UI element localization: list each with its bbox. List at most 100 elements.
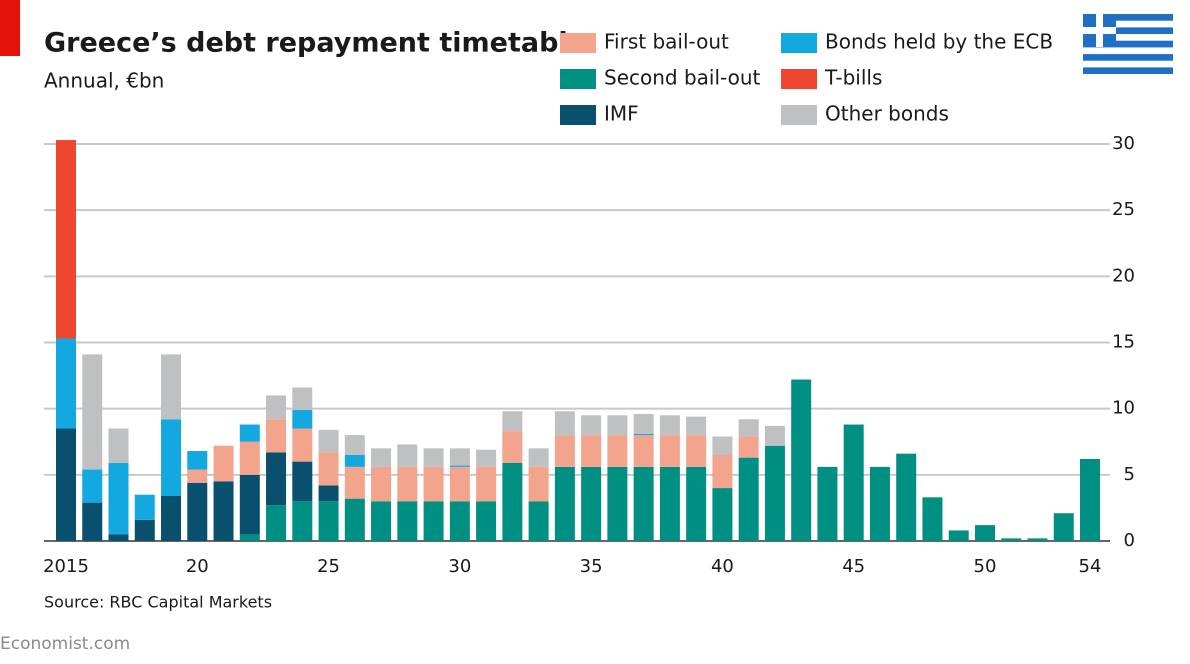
bar-segment xyxy=(239,441,260,475)
bar-segment xyxy=(239,534,260,541)
x-tick-label: 40 xyxy=(711,556,734,577)
bar-segment xyxy=(449,448,470,466)
brand-tag xyxy=(0,0,20,56)
bar-segment xyxy=(1080,458,1100,541)
bar-segment xyxy=(318,501,339,541)
bar-segment xyxy=(449,466,470,502)
bar-segment xyxy=(108,534,129,541)
bar-segment xyxy=(266,395,287,420)
bar-segment xyxy=(161,496,182,541)
bar-segment xyxy=(292,409,313,429)
bar-segment xyxy=(712,454,733,489)
bar-segment xyxy=(607,435,628,467)
bar-segment xyxy=(108,428,129,463)
legend-swatch xyxy=(560,33,596,53)
y-tick-label: 10 xyxy=(1112,398,1135,419)
legend-label: IMF xyxy=(604,102,639,126)
bar-segment xyxy=(371,501,392,541)
bar-segment xyxy=(948,530,969,541)
bar-segment xyxy=(187,469,208,483)
x-tick-label: 25 xyxy=(317,556,340,577)
bar-segment xyxy=(607,466,628,541)
bar-segment xyxy=(292,428,313,462)
legend-swatch xyxy=(781,33,817,53)
bar-segment xyxy=(659,466,680,541)
bar-segment xyxy=(502,411,523,432)
bar-segment xyxy=(161,419,182,497)
bar-segment xyxy=(187,451,208,470)
bar-segment xyxy=(922,497,943,541)
bar-segment xyxy=(82,502,103,541)
bar-segment xyxy=(659,435,680,467)
legend-label: T-bills xyxy=(824,66,882,90)
bar-segment xyxy=(344,435,365,455)
bar-segment xyxy=(528,448,549,467)
bar-segment xyxy=(1053,513,1074,541)
bar-segment xyxy=(764,445,785,541)
bar-segment xyxy=(633,435,654,467)
bar-segment xyxy=(266,452,287,506)
bar-segment xyxy=(581,435,602,467)
legend-swatch xyxy=(781,105,817,125)
bar-segment xyxy=(581,415,602,436)
legend-label: Other bonds xyxy=(825,102,949,126)
bar-segment xyxy=(371,448,392,467)
bar-segment xyxy=(56,140,76,339)
bar-segment xyxy=(896,453,917,541)
bar-segment xyxy=(397,444,418,467)
bar-segment xyxy=(686,466,707,541)
y-tick-label: 25 xyxy=(1112,199,1135,220)
bar-segment xyxy=(686,435,707,467)
bar-segment xyxy=(633,433,654,436)
x-tick-label: 30 xyxy=(448,556,471,577)
bar-segment xyxy=(423,501,444,541)
x-tick-label: 50 xyxy=(974,556,997,577)
bar-segment xyxy=(266,505,287,541)
x-tick-label: 2015 xyxy=(43,556,89,577)
bar-segment xyxy=(134,519,155,541)
bar-segment xyxy=(974,525,995,541)
bar-segment xyxy=(239,424,260,442)
bar-segment xyxy=(686,416,707,436)
bar-segment xyxy=(449,501,470,541)
y-tick-label: 5 xyxy=(1124,464,1135,485)
greek-flag xyxy=(1083,14,1173,74)
bar-segment xyxy=(764,425,785,446)
bar-segment xyxy=(712,436,733,455)
bar-segment xyxy=(738,419,759,437)
bar-segment xyxy=(554,466,575,541)
bar-segment xyxy=(843,424,864,541)
footer: Economist.com xyxy=(0,634,130,654)
bar-segment xyxy=(134,494,155,520)
bar-segment xyxy=(292,387,313,410)
bar-segment xyxy=(554,435,575,467)
bar-segment xyxy=(791,379,812,541)
x-tick-label: 54 xyxy=(1079,556,1102,577)
y-tick-label: 30 xyxy=(1112,133,1135,154)
bar-segment xyxy=(318,485,339,502)
bar-segment xyxy=(659,415,680,436)
x-tick-label: 45 xyxy=(842,556,865,577)
legend-swatch xyxy=(560,69,596,89)
bar-segment xyxy=(344,454,365,467)
chart-subtitle: Annual, €bn xyxy=(44,69,164,93)
legend-label: Bonds held by the ECB xyxy=(825,30,1053,54)
bar-segment xyxy=(213,445,234,482)
bar-segment xyxy=(738,457,759,541)
bar-segment xyxy=(266,419,287,453)
legend-label: First bail-out xyxy=(604,30,729,54)
bar-segment xyxy=(397,501,418,541)
bar-segment xyxy=(82,354,103,470)
bar-segment xyxy=(528,501,549,541)
bar-segment xyxy=(738,436,759,458)
bar-segment xyxy=(213,481,234,541)
bar-segment xyxy=(371,466,392,502)
legend-swatch xyxy=(781,69,817,89)
bar-segment xyxy=(607,415,628,436)
bar-segment xyxy=(423,466,444,502)
bar-segment xyxy=(318,452,339,486)
bar-segment xyxy=(187,482,208,541)
bar-segment xyxy=(581,466,602,541)
